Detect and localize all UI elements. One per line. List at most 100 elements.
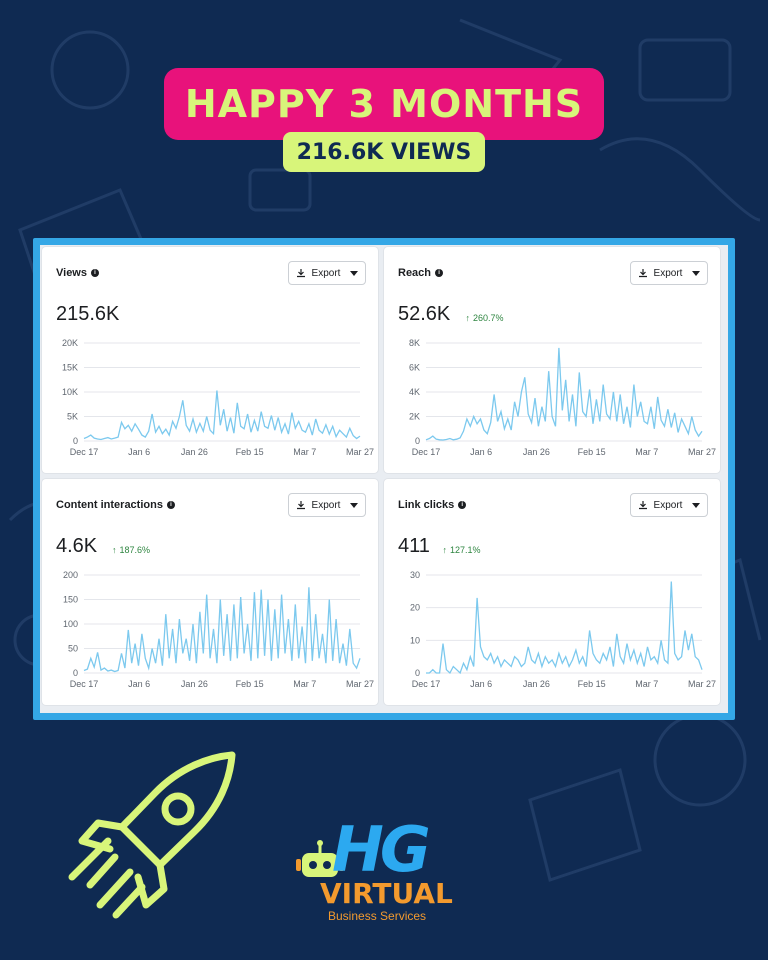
card-title: Link clicks i	[398, 499, 467, 511]
card-title: Content interactions i	[56, 499, 175, 511]
x-tick-label: Feb 15	[578, 679, 606, 689]
content-interactions-card: Content interactions i Export 4.6K ↑ 187.6% 0 5…	[42, 479, 378, 705]
y-tick-label: 50	[68, 644, 78, 654]
series-line	[425, 347, 703, 441]
metric-total: 411	[398, 535, 430, 557]
card-title-text: Views	[56, 267, 87, 279]
x-tick-label: Jan 6	[470, 679, 492, 689]
metric-change: ↑ 127.1%	[443, 545, 481, 555]
x-tick-label: Mar 27	[346, 447, 374, 457]
company-logo: HG VIRTUAL Business Services	[290, 813, 460, 930]
download-icon	[296, 269, 305, 278]
x-tick-label: Mar 27	[346, 679, 374, 689]
logo-tagline: Business Services	[328, 909, 427, 923]
y-tick-label: 0	[415, 436, 420, 446]
info-icon[interactable]: i	[91, 269, 99, 277]
x-tick-label: Jan 6	[128, 447, 150, 457]
metric-change-value: 260.7%	[473, 313, 504, 323]
metric-total: 52.6K	[398, 303, 451, 325]
export-label: Export	[311, 499, 341, 511]
dashboard-screenshot: Views i Export 215.6K 0 5K 10K 15K 20K Dec 17 Jan …	[40, 245, 728, 713]
export-button[interactable]: Export	[630, 493, 708, 517]
card-title-text: Reach	[398, 267, 432, 279]
link-clicks-chart: 0 10 20 30 Dec 17 Jan 6 Jan 26 Feb 15 Mar 7 Mar 2…	[410, 570, 716, 689]
metric-change: ↑ 260.7%	[466, 313, 504, 323]
x-tick-label: Feb 15	[236, 447, 264, 457]
logo-letters: HG	[332, 813, 431, 886]
x-tick-label: Dec 17	[412, 679, 441, 689]
x-tick-label: Mar 7	[293, 679, 316, 689]
arrow-up-icon: ↑	[442, 545, 448, 555]
x-tick-label: Dec 17	[412, 447, 441, 457]
metric-total: 4.6K	[56, 535, 98, 557]
caret-down-icon	[350, 270, 359, 276]
y-tick-label: 4K	[409, 387, 420, 397]
views-banner: 216.6K VIEWS	[283, 132, 485, 172]
card-title-text: Link clicks	[398, 499, 455, 511]
download-icon	[638, 269, 647, 278]
x-tick-label: Mar 27	[688, 447, 716, 457]
y-tick-label: 6K	[409, 363, 420, 373]
x-tick-label: Mar 7	[635, 679, 658, 689]
y-tick-label: 10K	[62, 387, 78, 397]
series-line	[83, 390, 361, 441]
y-tick-label: 10	[410, 635, 420, 645]
x-tick-label: Jan 6	[470, 447, 492, 457]
info-icon[interactable]: i	[435, 269, 444, 277]
x-tick-label: Feb 15	[578, 447, 606, 457]
views-text: 216.6K VIEWS	[296, 139, 472, 165]
card-title: Reach i	[398, 267, 444, 279]
x-tick-label: Dec 17	[70, 679, 99, 689]
info-icon[interactable]: i	[166, 501, 175, 509]
export-button[interactable]: Export	[288, 493, 366, 517]
x-tick-label: Jan 26	[181, 679, 208, 689]
y-tick-label: 0	[73, 668, 78, 678]
metric-change-value: 187.6%	[119, 545, 151, 555]
y-tick-label: 0	[415, 668, 420, 678]
reach-chart: 0 2K 4K 6K 8K Dec 17 Jan 6 Jan 26 Feb 15 Mar 7 Mar…	[409, 338, 716, 457]
caret-down-icon	[692, 502, 701, 508]
arrow-up-icon: ↑	[112, 545, 117, 555]
x-tick-label: Mar 27	[688, 679, 716, 689]
y-tick-label: 200	[63, 570, 78, 580]
y-tick-label: 20K	[62, 338, 78, 348]
series-line	[426, 581, 703, 675]
y-tick-label: 20	[410, 603, 420, 613]
views-card: Views i Export 215.6K 0 5K 10K 15K 20K Dec 17 Jan …	[42, 247, 378, 473]
x-tick-label: Mar 7	[635, 447, 658, 457]
x-tick-label: Dec 17	[70, 447, 99, 457]
metric-change: ↑ 187.6%	[112, 545, 150, 555]
y-tick-label: 5K	[67, 412, 78, 422]
logo-virtual: VIRTUAL	[320, 877, 453, 910]
arrow-up-icon: ↑	[465, 313, 471, 323]
card-title-text: Content interactions	[56, 499, 163, 511]
x-tick-label: Mar 7	[293, 447, 316, 457]
series-line	[83, 587, 361, 673]
export-label: Export	[653, 499, 683, 511]
dashboard-frame: Views i Export 215.6K 0 5K 10K 15K 20K Dec 17 Jan …	[33, 238, 735, 720]
y-tick-label: 8K	[409, 338, 420, 348]
views-chart: 0 5K 10K 15K 20K Dec 17 Jan 6 Jan 26 Feb 15 Mar 7…	[62, 338, 374, 457]
y-tick-label: 0	[73, 436, 78, 446]
x-tick-label: Jan 6	[128, 679, 150, 689]
caret-down-icon	[692, 270, 701, 276]
download-icon	[638, 501, 647, 510]
export-button[interactable]: Export	[288, 261, 366, 285]
export-label: Export	[311, 267, 341, 279]
logo-graphic	[296, 840, 344, 877]
caret-down-icon	[350, 502, 359, 508]
x-tick-label: Jan 26	[523, 447, 550, 457]
x-tick-label: Feb 15	[236, 679, 264, 689]
y-tick-label: 15K	[62, 363, 78, 373]
reach-card: Reach i Export 52.6K ↑ 260.7% 0 2K 4K 6K 8K Dec 17 J…	[384, 247, 720, 473]
export-button[interactable]: Export	[630, 261, 708, 285]
x-tick-label: Jan 26	[181, 447, 208, 457]
link-clicks-card: Link clicks i Export 411 ↑ 127.1% 0 10 20 30 Dec 1…	[384, 479, 720, 705]
content-interactions-chart: 0 50 100 150 200 Dec 17 Jan 6 Jan 26 Feb 15 Mar 7…	[63, 570, 374, 689]
y-tick-label: 100	[63, 619, 78, 629]
headline-banner: HAPPY 3 MONTHS	[164, 68, 604, 140]
export-label: Export	[653, 267, 683, 279]
card-title: Views i	[56, 267, 99, 279]
info-icon[interactable]: i	[458, 501, 467, 509]
y-tick-label: 150	[63, 595, 78, 605]
